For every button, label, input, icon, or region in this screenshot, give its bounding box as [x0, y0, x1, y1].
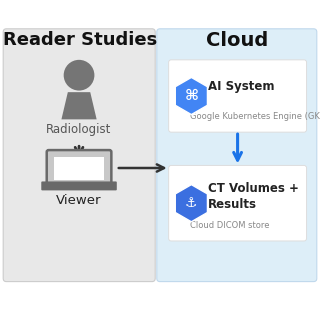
- FancyBboxPatch shape: [169, 60, 307, 132]
- Text: ⚓: ⚓: [185, 196, 198, 210]
- FancyBboxPatch shape: [47, 150, 111, 186]
- Text: Cloud: Cloud: [206, 30, 268, 50]
- Polygon shape: [175, 77, 207, 115]
- Text: Viewer: Viewer: [56, 194, 102, 207]
- Polygon shape: [61, 92, 97, 119]
- Circle shape: [64, 60, 94, 91]
- Text: Radiologist: Radiologist: [46, 123, 112, 136]
- FancyBboxPatch shape: [169, 165, 307, 241]
- Text: AI System: AI System: [208, 80, 275, 93]
- FancyBboxPatch shape: [157, 29, 317, 282]
- Text: CT Volumes +
Results: CT Volumes + Results: [208, 182, 299, 212]
- Text: ⌘: ⌘: [184, 89, 198, 103]
- FancyBboxPatch shape: [41, 181, 117, 190]
- Text: Reader Studies: Reader Studies: [3, 31, 157, 49]
- Polygon shape: [175, 185, 207, 222]
- Text: Cloud DICOM store: Cloud DICOM store: [190, 221, 270, 230]
- FancyBboxPatch shape: [54, 157, 104, 180]
- Text: Google Kubernetes Engine (GKE): Google Kubernetes Engine (GKE): [190, 112, 320, 121]
- FancyBboxPatch shape: [3, 29, 155, 282]
